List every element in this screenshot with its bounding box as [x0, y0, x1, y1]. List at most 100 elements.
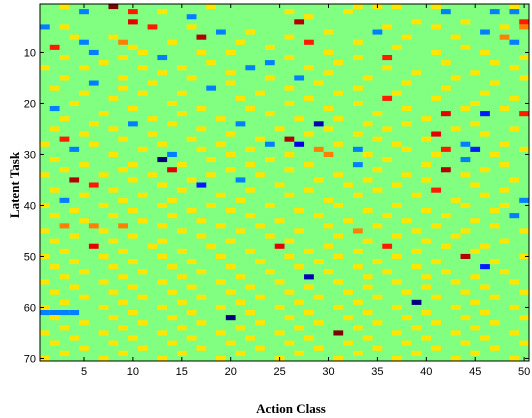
- heatmap-cell: [431, 187, 441, 193]
- heatmap-cell: [352, 299, 363, 305]
- heatmap-cell: [431, 320, 441, 326]
- heatmap-cell: [450, 197, 461, 203]
- heatmap-cell: [196, 182, 207, 188]
- heatmap-cell: [480, 131, 490, 137]
- heatmap-cell: [79, 65, 89, 71]
- heatmap-cell: [98, 60, 109, 66]
- heatmap-cell: [137, 192, 148, 198]
- y-tick-label: 10: [24, 47, 36, 59]
- heatmap-cell: [392, 233, 402, 239]
- heatmap-cell: [225, 167, 236, 173]
- heatmap-cell: [176, 228, 187, 234]
- heatmap-cell: [167, 213, 177, 219]
- heatmap-cell: [372, 320, 383, 326]
- heatmap-cell: [216, 192, 226, 198]
- heatmap-cell: [333, 330, 344, 336]
- heatmap-cell: [392, 355, 402, 361]
- heatmap-cell: [196, 345, 207, 351]
- heatmap-cell: [40, 65, 50, 71]
- heatmap-cell: [421, 238, 432, 244]
- heatmap-cell: [206, 85, 217, 91]
- heatmap-cell: [186, 136, 197, 142]
- heatmap-cell: [235, 325, 246, 331]
- heatmap-cell: [294, 19, 305, 25]
- heatmap-cell: [186, 284, 197, 290]
- heatmap-cell: [225, 208, 236, 214]
- heatmap-cell: [225, 151, 236, 157]
- heatmap-cell: [196, 269, 207, 275]
- heatmap-cell: [343, 182, 353, 188]
- heatmap-cell: [352, 146, 363, 152]
- heatmap-cell: [157, 70, 168, 76]
- heatmap-cell: [216, 223, 226, 229]
- heatmap-cell: [499, 34, 510, 40]
- heatmap-cell: [392, 279, 402, 285]
- heatmap-cell: [157, 223, 168, 229]
- heatmap-cell: [421, 310, 432, 316]
- heatmap-cell: [59, 4, 70, 10]
- heatmap-cell: [59, 223, 70, 229]
- heatmap-cell: [382, 126, 393, 132]
- heatmap-cell: [147, 80, 158, 86]
- heatmap-cell: [98, 202, 109, 208]
- heatmap-cell: [49, 126, 60, 132]
- heatmap-cell: [333, 279, 344, 285]
- heatmap-cell: [167, 340, 177, 346]
- heatmap-cell: [137, 146, 148, 152]
- heatmap-cell: [304, 310, 314, 316]
- heatmap-cell: [147, 172, 158, 178]
- heatmap-cell: [352, 85, 363, 91]
- heatmap-cell: [372, 111, 383, 117]
- heatmap-cell: [372, 345, 383, 351]
- heatmap-cell: [274, 126, 285, 132]
- heatmap-cell: [69, 259, 80, 265]
- heatmap-cell: [49, 106, 60, 112]
- y-tick-label: 70: [24, 353, 36, 365]
- heatmap-cell: [392, 330, 402, 336]
- heatmap-cell: [470, 100, 481, 106]
- heatmap-cell: [460, 141, 471, 147]
- heatmap-cell: [225, 70, 236, 76]
- heatmap-cell: [480, 264, 490, 270]
- heatmap-cell: [69, 310, 80, 316]
- heatmap-cell: [108, 126, 119, 132]
- heatmap-cell: [147, 116, 158, 122]
- heatmap-cell: [519, 289, 529, 295]
- heatmap-cell: [128, 9, 138, 15]
- heatmap-cell: [255, 294, 265, 300]
- heatmap-cell: [313, 146, 324, 152]
- heatmap-cell: [88, 243, 99, 249]
- x-tick-label: 25: [273, 366, 285, 378]
- heatmap-cell: [40, 304, 50, 310]
- heatmap-cell: [157, 157, 168, 163]
- heatmap-cell: [411, 350, 422, 356]
- heatmap-cell: [294, 75, 305, 81]
- heatmap-cell: [313, 320, 324, 326]
- heatmap-cell: [118, 325, 129, 331]
- heatmap-cell: [460, 157, 471, 163]
- heatmap-cell: [59, 248, 70, 254]
- heatmap-cell: [382, 213, 393, 219]
- heatmap-cell: [49, 187, 60, 193]
- heatmap-cell: [304, 14, 314, 20]
- heatmap-cell: [157, 330, 168, 336]
- heatmap-cell: [440, 85, 451, 91]
- heatmap-cell: [362, 151, 373, 157]
- heatmap-cell: [440, 9, 451, 15]
- heatmap-cell: [440, 146, 451, 152]
- heatmap-cell: [421, 208, 432, 214]
- heatmap-cell: [157, 9, 168, 15]
- heatmap-cell: [245, 248, 256, 254]
- heatmap-cell: [274, 243, 285, 249]
- heatmap-cell: [401, 121, 412, 127]
- heatmap-cell: [450, 34, 461, 40]
- heatmap-cell: [40, 279, 50, 285]
- heatmap-cell: [489, 151, 500, 157]
- heatmap-cell: [167, 197, 177, 203]
- heatmap-cell: [176, 299, 187, 305]
- heatmap-cell: [411, 248, 422, 254]
- heatmap-cell: [304, 39, 314, 45]
- heatmap-cell: [499, 141, 510, 147]
- heatmap-cell: [98, 330, 109, 336]
- heatmap-cell: [460, 106, 471, 112]
